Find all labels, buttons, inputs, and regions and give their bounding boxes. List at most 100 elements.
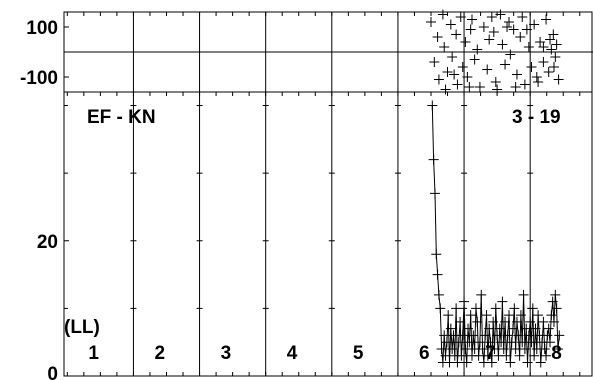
segment-label: 5 (353, 343, 364, 364)
series-point (541, 350, 552, 361)
series-point (490, 303, 501, 314)
lower-frame (63, 91, 593, 377)
series-point (502, 330, 513, 341)
series-point (496, 337, 507, 348)
series-point (525, 316, 536, 327)
series-point (521, 323, 532, 334)
series-point (548, 316, 559, 327)
scatter-point (433, 74, 444, 85)
scatter-point (541, 14, 552, 25)
series-point (472, 316, 483, 327)
chart-label-right: 3 - 19 (512, 107, 561, 128)
series-point (509, 303, 520, 314)
unit-label: (LL) (64, 317, 100, 338)
scatter-point (510, 82, 521, 92)
series-point (477, 343, 488, 354)
scatter-point (502, 22, 513, 32)
scatter-point (505, 49, 516, 60)
series-point (547, 296, 558, 307)
scatter-point (495, 9, 506, 20)
scatter-point (504, 17, 515, 27)
scatter-point (440, 84, 451, 95)
scatter-point (488, 27, 499, 37)
scatter-point (543, 67, 554, 77)
series-point (436, 343, 447, 354)
series-point (445, 323, 456, 334)
scatter-point (490, 77, 501, 87)
y-tick-label: -100 (20, 68, 58, 89)
scatter-point (466, 14, 477, 25)
scatter-point (529, 19, 540, 30)
series-point (465, 310, 476, 321)
scatter-point (462, 72, 473, 82)
scatter-point (437, 9, 448, 20)
scatter-point (447, 52, 458, 62)
series-point (459, 296, 470, 307)
series-point (513, 330, 524, 341)
scatter-point (439, 42, 450, 52)
series-point (515, 310, 526, 321)
scatter-point (464, 82, 475, 92)
segment-label: 2 (154, 343, 165, 364)
series-point (447, 343, 458, 354)
series-point (440, 350, 451, 361)
upper-panel: 100 -100 (20, 9, 593, 376)
series-point (482, 350, 493, 361)
segment-label: 4 (287, 343, 298, 364)
y-tick-label: 100 (26, 18, 58, 39)
scatter-point (546, 44, 557, 55)
series-point (497, 296, 508, 307)
series-point (527, 303, 538, 314)
scatter-point (517, 12, 528, 22)
series-point (460, 343, 471, 354)
scatter-point (486, 12, 497, 22)
series-point (433, 289, 444, 300)
series-point (457, 330, 468, 341)
scatter-point (460, 37, 471, 47)
series-point (484, 323, 495, 334)
scatter-point (538, 42, 549, 52)
series-point (456, 350, 467, 361)
segment-label: 8 (551, 343, 562, 364)
scatter-point (508, 24, 519, 35)
scatter-point (519, 79, 530, 90)
scatter-point (425, 17, 436, 27)
series-point (494, 323, 505, 334)
scatter-point (465, 24, 476, 35)
segment-label: 3 (221, 343, 232, 364)
series-point (468, 330, 479, 341)
scatter-point (442, 67, 453, 77)
series-point (522, 357, 533, 368)
scatter-point (515, 32, 526, 42)
series-point (526, 337, 537, 348)
scatter-point (452, 79, 463, 90)
series-point (533, 310, 544, 321)
series-point (507, 323, 518, 334)
scatter-point (511, 69, 522, 80)
series-point (455, 316, 466, 327)
scatter-point (551, 39, 562, 50)
scatter-point (538, 57, 549, 67)
series-point (431, 249, 442, 260)
scatter-point (497, 39, 508, 50)
scatter-point (523, 42, 534, 52)
series-point (451, 303, 462, 314)
segment-label: 7 (485, 343, 496, 364)
scatter-point (531, 72, 542, 82)
scatter-point (482, 64, 493, 75)
scatter-point (432, 32, 443, 42)
series-point (474, 337, 485, 348)
series-point (519, 343, 530, 354)
scatter-point (429, 57, 440, 67)
series-point (539, 343, 550, 354)
series-point (523, 330, 534, 341)
series-point (545, 337, 556, 348)
series-point (529, 350, 540, 361)
scatter-point (451, 29, 462, 40)
series-line (431, 105, 560, 363)
series-point (514, 350, 525, 361)
series-point (476, 289, 487, 300)
series-point (510, 343, 521, 354)
series-point (427, 100, 438, 111)
